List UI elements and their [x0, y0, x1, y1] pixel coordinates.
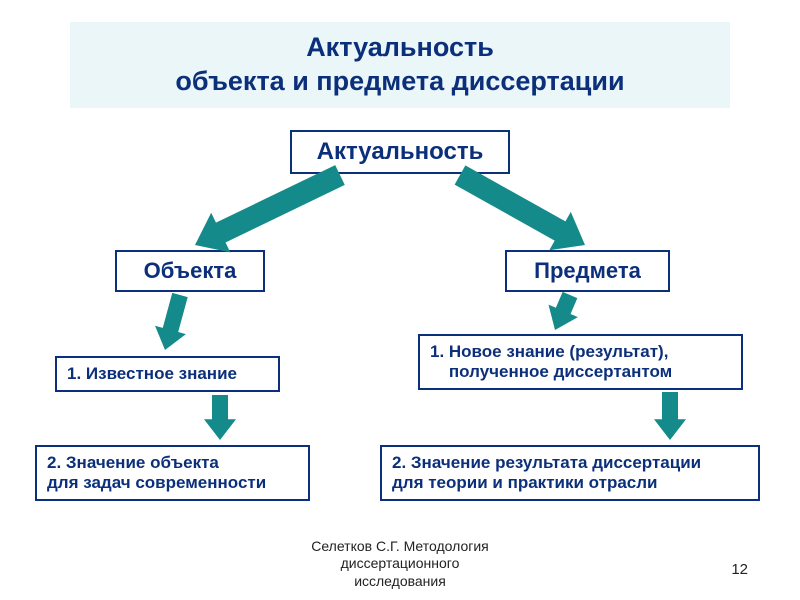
node-subj2-l2: для теории и практики отрасли [392, 473, 701, 493]
node-root-label: Актуальность [317, 138, 484, 166]
node-subject-label: Предмета [534, 258, 641, 284]
node-object-label: Объекта [144, 258, 237, 284]
node-obj2-l2: для задач современности [47, 473, 266, 493]
node-subject: Предмета [505, 250, 670, 292]
node-obj2: 2. Значение объекта для задач современно… [35, 445, 310, 501]
node-subj1-l2: полученное диссертантом [430, 362, 672, 382]
node-obj2-l1: 2. Значение объекта [47, 453, 266, 473]
node-obj1: 1. Известное знание [55, 356, 280, 392]
title-line1: Актуальность [306, 31, 494, 65]
footer: Селетков С.Г. Методология диссертационно… [0, 538, 800, 591]
footer-l1: Селетков С.Г. Методология [0, 538, 800, 556]
footer-l2: диссертационного [0, 555, 800, 573]
page-number: 12 [731, 561, 748, 578]
node-subj2: 2. Значение результата диссертации для т… [380, 445, 760, 501]
node-subj2-l1: 2. Значение результата диссертации [392, 453, 701, 473]
node-subj1: 1. Новое знание (результат), полученное … [418, 334, 743, 390]
node-obj1-label: 1. Известное знание [67, 364, 237, 384]
node-root: Актуальность [290, 130, 510, 174]
node-subj1-l1: 1. Новое знание (результат), [430, 342, 672, 362]
footer-l3: исследования [0, 573, 800, 591]
node-object: Объекта [115, 250, 265, 292]
title-line2: объекта и предмета диссертации [175, 65, 624, 99]
title-box: Актуальность объекта и предмета диссерта… [70, 22, 730, 108]
